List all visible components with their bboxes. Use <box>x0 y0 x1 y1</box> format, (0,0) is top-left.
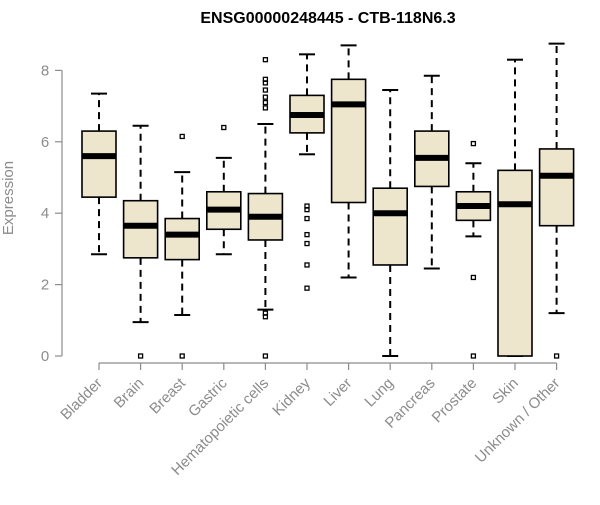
x-tick-label: Breast <box>146 374 189 417</box>
outlier-point <box>304 240 310 247</box>
x-tick-label: Liver <box>320 375 355 410</box>
outlier-point <box>179 133 185 140</box>
x-tick-label: Kidney <box>269 374 314 419</box>
outlier-point <box>470 140 477 147</box>
outlier-point <box>304 231 310 238</box>
outlier-point <box>304 203 310 209</box>
outlier-point <box>262 87 269 93</box>
outlier-point <box>262 353 269 359</box>
box <box>164 217 200 261</box>
outlier-point <box>470 274 477 281</box>
outlier-point <box>262 76 269 82</box>
outlier-point <box>262 94 269 100</box>
x-tick-label: Skin <box>489 375 522 408</box>
box <box>538 148 575 227</box>
box <box>330 78 367 204</box>
box-group <box>122 124 159 359</box>
box-group <box>372 89 409 357</box>
x-tick-label: Lung <box>361 375 397 411</box>
box-group <box>289 53 325 291</box>
box-group <box>413 74 450 270</box>
outlier-point <box>304 262 310 268</box>
x-tick-label: Brain <box>111 375 148 412</box>
box-group <box>206 124 242 256</box>
y-tick-label: 8 <box>41 62 49 79</box>
x-tick-label: Prostate <box>429 375 481 427</box>
box-group <box>81 92 117 256</box>
y-axis-label: Expression <box>0 161 17 235</box>
y-tick-label: 6 <box>41 134 49 151</box>
outlier-point <box>179 353 185 359</box>
outlier-point <box>221 124 227 131</box>
box <box>497 169 533 357</box>
outlier-point <box>304 285 310 291</box>
y-tick-label: 2 <box>41 277 49 294</box>
chart-title: ENSG00000248445 - CTB-118N6.3 <box>200 10 455 27</box>
y-axis: 0 2 4 6 8 <box>41 62 63 365</box>
box <box>81 130 117 198</box>
outlier-point <box>262 105 269 111</box>
outlier-point <box>262 57 269 63</box>
outlier-point <box>304 215 310 222</box>
box-group <box>455 140 492 359</box>
y-tick-label: 0 <box>41 348 49 365</box>
box <box>122 199 159 259</box>
box-group <box>164 133 200 359</box>
box-group <box>538 42 575 359</box>
outlier-point <box>553 353 560 359</box>
outlier-point <box>470 353 477 359</box>
box <box>372 187 409 266</box>
box-group <box>497 58 533 357</box>
box-group <box>247 57 284 359</box>
y-tick-label: 4 <box>41 205 49 222</box>
box-group <box>330 44 367 279</box>
outlier-point <box>137 353 144 359</box>
outlier-point <box>262 99 269 106</box>
box-series <box>81 42 575 359</box>
outlier-point <box>262 310 269 316</box>
x-tick-label: Bladder <box>57 375 106 424</box>
